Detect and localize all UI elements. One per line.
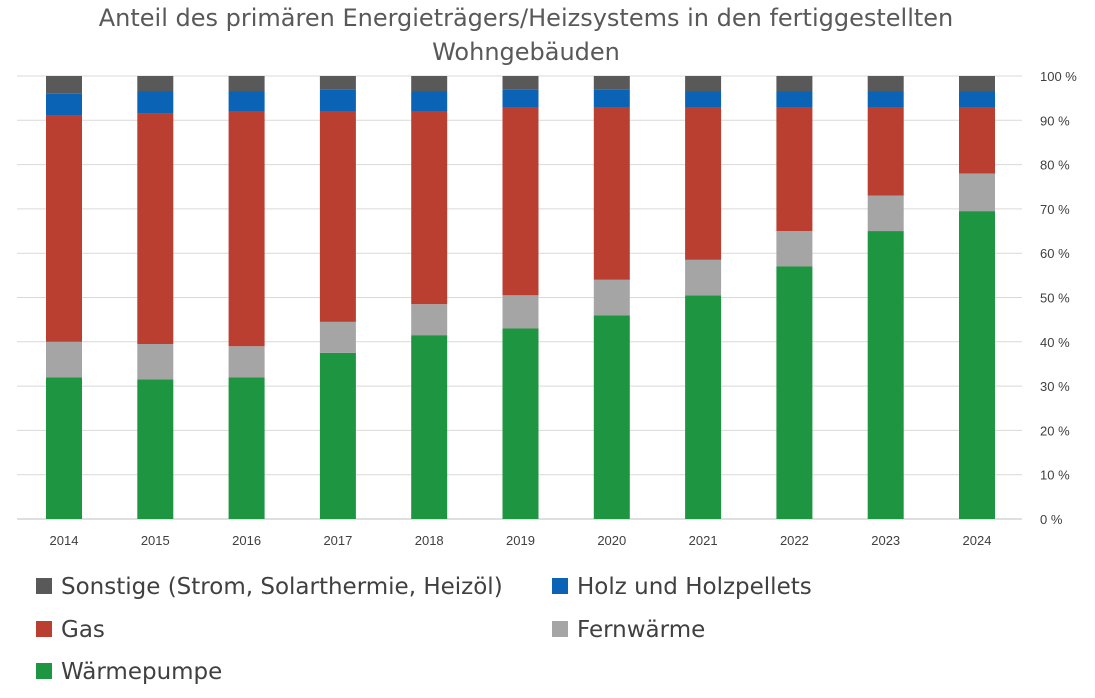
bar-fernwaerme-2018 bbox=[411, 304, 448, 336]
bar-sonstige-2020 bbox=[593, 76, 630, 90]
bar-sonstige-2015 bbox=[137, 76, 174, 92]
legend-swatch bbox=[36, 578, 52, 594]
bar-holz-2023 bbox=[867, 91, 904, 108]
legend-item-waermepumpe: Wärmepumpe bbox=[36, 659, 222, 685]
bar-fernwaerme-2016 bbox=[228, 346, 265, 378]
bar-gas-2021 bbox=[685, 107, 722, 260]
legend-item-gas: Gas bbox=[36, 617, 105, 643]
bar-fernwaerme-2021 bbox=[685, 259, 722, 296]
bar-waermepumpe-2022 bbox=[776, 266, 813, 519]
bar-gas-2020 bbox=[593, 107, 630, 280]
bar-waermepumpe-2014 bbox=[46, 377, 82, 519]
x-tick-label: 2016 bbox=[232, 533, 261, 548]
y-tick-label: 100 % bbox=[1040, 69, 1077, 84]
x-tick-label: 2020 bbox=[597, 533, 626, 548]
bar-gas-2018 bbox=[411, 111, 448, 305]
bar-holz-2017 bbox=[319, 89, 356, 112]
bar-holz-2016 bbox=[228, 91, 265, 112]
legend-label: Sonstige (Strom, Solarthermie, Heizöl) bbox=[61, 574, 503, 600]
legend-item-fernwaerme: Fernwärme bbox=[552, 617, 705, 643]
bar-waermepumpe-2024 bbox=[959, 211, 995, 520]
y-tick-label: 80 % bbox=[1040, 158, 1070, 173]
y-tick-label: 60 % bbox=[1040, 246, 1070, 261]
y-tick-label: 0 % bbox=[1040, 512, 1063, 527]
bar-waermepumpe-2015 bbox=[137, 379, 174, 519]
x-tick-label: 2023 bbox=[871, 533, 900, 548]
bar-fernwaerme-2020 bbox=[593, 279, 630, 316]
bars bbox=[46, 76, 995, 520]
bar-waermepumpe-2016 bbox=[228, 377, 265, 519]
bar-holz-2022 bbox=[776, 91, 813, 108]
bar-fernwaerme-2023 bbox=[867, 195, 904, 232]
bar-holz-2021 bbox=[685, 91, 722, 108]
x-tick-label: 2014 bbox=[50, 533, 79, 548]
bar-gas-2015 bbox=[137, 113, 174, 345]
x-tick-label: 2017 bbox=[323, 533, 352, 548]
y-tick-label: 90 % bbox=[1040, 113, 1070, 128]
bar-sonstige-2023 bbox=[867, 76, 904, 92]
bar-gas-2024 bbox=[959, 107, 995, 174]
bar-fernwaerme-2017 bbox=[319, 321, 356, 353]
legend-item-holz: Holz und Holzpellets bbox=[552, 574, 812, 600]
bar-fernwaerme-2014 bbox=[46, 341, 82, 378]
x-axis-category-labels: 2014 2015 2016 2017 2018 2019 2020 2021 2022 2023… bbox=[50, 533, 992, 548]
chart-title-line-2: Wohngebäuden bbox=[432, 38, 620, 66]
bar-gas-2014 bbox=[46, 115, 82, 342]
bar-gas-2023 bbox=[867, 107, 904, 196]
legend-label: Fernwärme bbox=[577, 617, 705, 643]
bar-waermepumpe-2018 bbox=[411, 335, 448, 519]
bar-gas-2022 bbox=[776, 107, 813, 232]
y-tick-label: 10 % bbox=[1040, 468, 1070, 483]
x-tick-label: 2019 bbox=[506, 533, 535, 548]
bar-sonstige-2019 bbox=[502, 76, 539, 90]
bar-fernwaerme-2022 bbox=[776, 231, 813, 267]
bar-waermepumpe-2023 bbox=[867, 231, 904, 520]
bar-waermepumpe-2020 bbox=[593, 315, 630, 519]
legend-label: Gas bbox=[61, 617, 105, 643]
bar-sonstige-2024 bbox=[959, 76, 995, 92]
bar-holz-2024 bbox=[959, 91, 995, 108]
bar-holz-2015 bbox=[137, 91, 174, 114]
bar-fernwaerme-2019 bbox=[502, 295, 539, 329]
x-tick-label: 2018 bbox=[415, 533, 444, 548]
bar-holz-2014 bbox=[46, 93, 82, 116]
x-tick-label: 2022 bbox=[780, 533, 809, 548]
y-tick-label: 20 % bbox=[1040, 423, 1070, 438]
legend-swatch bbox=[36, 663, 52, 679]
legend: Sonstige (Strom, Solarthermie, Heizöl) Ho… bbox=[36, 574, 812, 685]
bar-sonstige-2017 bbox=[319, 76, 356, 90]
bar-waermepumpe-2021 bbox=[685, 295, 722, 519]
bar-holz-2019 bbox=[502, 89, 539, 108]
legend-label: Wärmepumpe bbox=[61, 659, 222, 685]
bar-sonstige-2022 bbox=[776, 76, 813, 92]
legend-item-sonstige: Sonstige (Strom, Solarthermie, Heizöl) bbox=[36, 574, 503, 600]
y-axis-tick-labels: 0 % 10 % 20 % 30 % 40 % 50 % 60 % 70 % 80 % 90 % 1… bbox=[1040, 69, 1077, 527]
y-tick-label: 70 % bbox=[1040, 202, 1070, 217]
bar-sonstige-2016 bbox=[228, 76, 265, 92]
legend-swatch bbox=[552, 621, 568, 637]
x-tick-label: 2015 bbox=[141, 533, 170, 548]
legend-swatch bbox=[552, 578, 568, 594]
x-tick-label: 2021 bbox=[689, 533, 718, 548]
bar-fernwaerme-2015 bbox=[137, 344, 174, 380]
bar-fernwaerme-2024 bbox=[959, 173, 995, 212]
bar-gas-2019 bbox=[502, 107, 539, 296]
bar-sonstige-2014 bbox=[46, 76, 82, 94]
bar-gas-2017 bbox=[319, 111, 356, 322]
y-tick-label: 50 % bbox=[1040, 291, 1070, 306]
bar-gas-2016 bbox=[228, 111, 265, 347]
legend-swatch bbox=[36, 621, 52, 637]
x-tick-label: 2024 bbox=[963, 533, 992, 548]
chart-title-line-1: Anteil des primären Energieträgers/Heizs… bbox=[99, 4, 954, 32]
bar-holz-2018 bbox=[411, 91, 448, 112]
bar-sonstige-2021 bbox=[685, 76, 722, 92]
bar-waermepumpe-2017 bbox=[319, 352, 356, 519]
bar-holz-2020 bbox=[593, 89, 630, 108]
bar-sonstige-2018 bbox=[411, 76, 448, 92]
legend-label: Holz und Holzpellets bbox=[577, 574, 812, 600]
bar-waermepumpe-2019 bbox=[502, 328, 539, 519]
y-tick-label: 40 % bbox=[1040, 335, 1070, 350]
y-tick-label: 30 % bbox=[1040, 379, 1070, 394]
